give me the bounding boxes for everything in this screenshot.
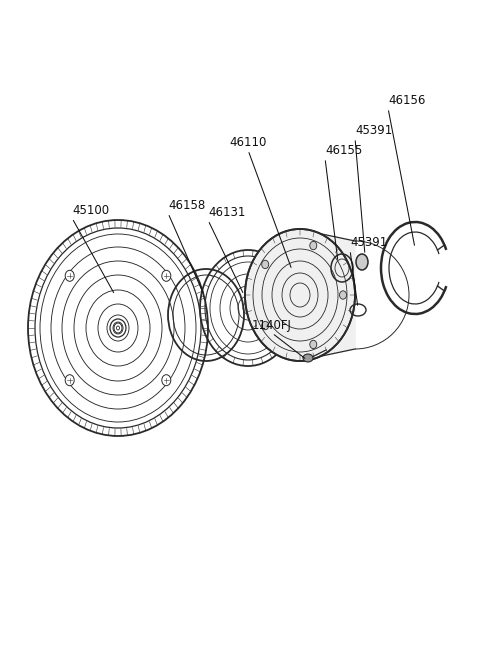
Polygon shape <box>298 229 355 361</box>
Text: 46131: 46131 <box>208 206 245 219</box>
Text: 46156: 46156 <box>388 94 425 107</box>
Ellipse shape <box>162 271 171 281</box>
Ellipse shape <box>356 254 368 270</box>
Ellipse shape <box>162 375 171 386</box>
Text: 1140FJ: 1140FJ <box>252 319 292 332</box>
Ellipse shape <box>310 241 317 250</box>
Ellipse shape <box>339 291 347 299</box>
Ellipse shape <box>262 260 269 269</box>
Ellipse shape <box>65 271 74 281</box>
Ellipse shape <box>65 375 74 386</box>
Text: 46158: 46158 <box>168 199 205 212</box>
Text: 45391: 45391 <box>355 124 392 137</box>
Ellipse shape <box>262 322 269 329</box>
Text: 45391: 45391 <box>350 236 387 249</box>
Ellipse shape <box>310 340 317 348</box>
Text: 46155: 46155 <box>325 144 362 157</box>
Text: 45100: 45100 <box>72 204 109 217</box>
Ellipse shape <box>303 354 313 362</box>
Text: 46110: 46110 <box>229 136 267 149</box>
Ellipse shape <box>245 229 355 361</box>
